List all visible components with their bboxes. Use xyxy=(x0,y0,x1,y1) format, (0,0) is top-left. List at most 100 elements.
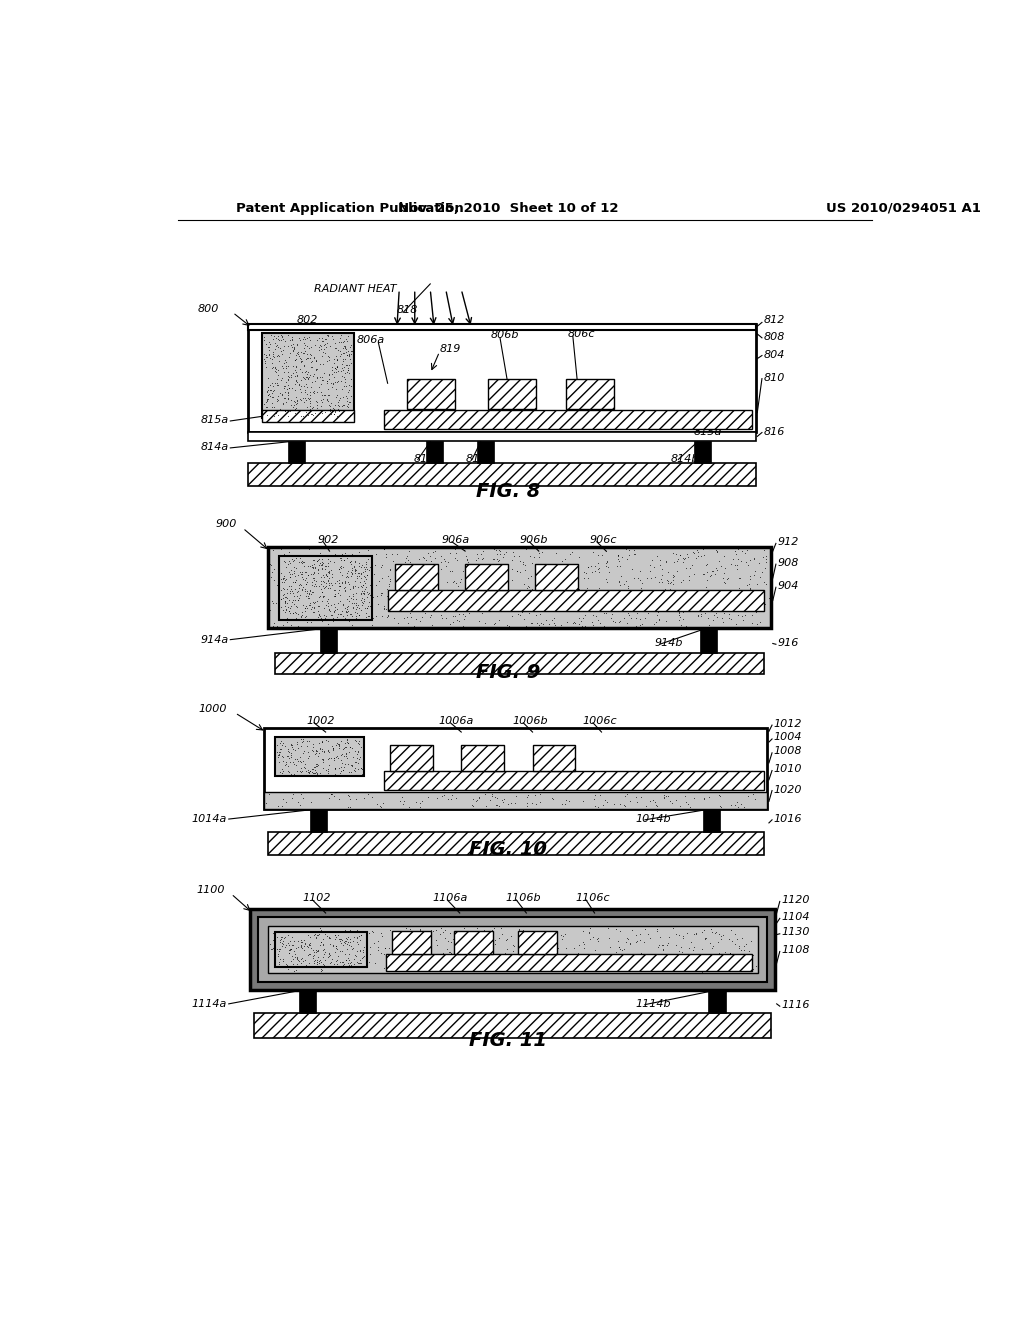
Point xyxy=(327,759,343,780)
Point xyxy=(672,796,688,817)
Point xyxy=(293,735,309,756)
Point xyxy=(350,562,367,583)
Point xyxy=(299,735,315,756)
Bar xyxy=(384,771,764,789)
Point xyxy=(422,545,438,566)
Point xyxy=(384,927,400,948)
Point xyxy=(309,381,326,403)
Point xyxy=(696,789,713,810)
Point xyxy=(288,553,304,574)
Point xyxy=(716,572,732,593)
Point xyxy=(463,925,479,946)
Point xyxy=(673,586,689,607)
Point xyxy=(670,585,686,606)
Point xyxy=(483,572,500,593)
Point xyxy=(317,564,334,585)
Point xyxy=(337,944,353,965)
Point xyxy=(391,566,408,587)
Point xyxy=(503,925,519,946)
Point xyxy=(319,603,336,624)
Point xyxy=(434,944,451,965)
Point xyxy=(266,325,283,346)
Point xyxy=(305,568,322,589)
Point xyxy=(398,940,415,961)
Point xyxy=(735,936,752,957)
Point xyxy=(315,741,332,762)
Point xyxy=(647,950,664,972)
Point xyxy=(335,593,351,614)
Point xyxy=(356,566,373,587)
Point xyxy=(342,404,358,425)
Point xyxy=(590,609,606,630)
Point xyxy=(447,788,464,809)
Point xyxy=(293,931,309,952)
Point xyxy=(280,597,296,618)
Point xyxy=(310,554,327,576)
Point xyxy=(273,762,290,783)
Point xyxy=(637,590,653,611)
Point xyxy=(368,605,384,626)
Point xyxy=(294,579,310,601)
Point xyxy=(582,928,598,949)
Point xyxy=(264,923,281,944)
Point xyxy=(553,582,569,603)
Point xyxy=(419,595,435,616)
Point xyxy=(329,356,345,378)
Bar xyxy=(310,809,328,832)
Point xyxy=(532,953,549,974)
Point xyxy=(758,548,774,569)
Point xyxy=(375,925,391,946)
Point xyxy=(502,585,518,606)
Point xyxy=(602,937,618,958)
Point xyxy=(303,404,319,425)
Point xyxy=(268,372,285,393)
Point xyxy=(673,572,689,593)
Point xyxy=(272,742,289,763)
Point xyxy=(275,335,292,356)
Point xyxy=(302,579,318,601)
Bar xyxy=(703,809,720,832)
Point xyxy=(284,939,300,960)
Point xyxy=(341,611,357,632)
Point xyxy=(682,585,698,606)
Point xyxy=(566,589,583,610)
Point xyxy=(585,927,601,948)
Point xyxy=(319,956,336,977)
Point xyxy=(268,927,285,948)
Text: US 2010/0294051 A1: US 2010/0294051 A1 xyxy=(825,202,980,215)
Point xyxy=(308,348,325,370)
Point xyxy=(292,330,308,351)
Point xyxy=(697,961,714,982)
Point xyxy=(302,937,318,958)
Point xyxy=(315,370,332,391)
Point xyxy=(368,574,384,595)
Point xyxy=(276,362,293,383)
Point xyxy=(663,594,679,615)
Point xyxy=(266,569,283,590)
Point xyxy=(486,582,503,603)
Point xyxy=(357,573,374,594)
Point xyxy=(289,948,305,969)
Point xyxy=(382,558,398,579)
Point xyxy=(711,924,727,945)
Point xyxy=(589,953,605,974)
Point xyxy=(271,949,288,970)
Point xyxy=(457,609,473,630)
Point xyxy=(276,927,293,948)
Point xyxy=(289,371,305,392)
Point xyxy=(343,368,359,389)
Point xyxy=(291,577,307,598)
Point xyxy=(356,558,373,579)
Point xyxy=(433,545,450,566)
Point xyxy=(321,742,337,763)
Point xyxy=(716,598,732,619)
Point xyxy=(659,570,676,591)
Point xyxy=(370,931,386,952)
Point xyxy=(324,605,340,626)
Point xyxy=(299,345,315,366)
Point xyxy=(479,572,496,593)
Point xyxy=(271,338,288,359)
Point xyxy=(289,731,305,752)
Point xyxy=(498,541,514,562)
Point xyxy=(281,925,297,946)
